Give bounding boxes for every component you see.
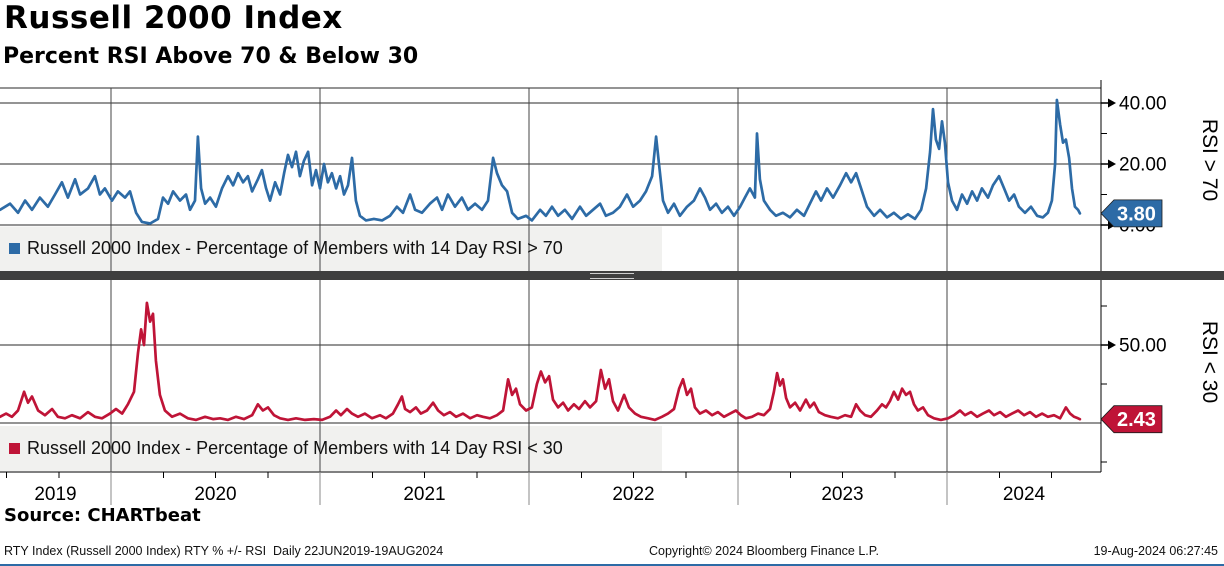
series-line-rsi-below-30 (0, 301, 1082, 422)
year-gridlines (110, 88, 948, 505)
quarter-ticks (6, 472, 1052, 478)
x-axis-year-labels: 2019 2020 2021 2022 2023 2024 (34, 484, 1045, 505)
legend-strips (0, 226, 662, 471)
svg-text:2021: 2021 (403, 484, 445, 505)
axis-title-rsi-below-30: RSI < 30 (1198, 321, 1221, 403)
panel-0-gridlines (0, 102, 1101, 226)
footer-security-info: RTY Index (Russell 2000 Index) RTY % +/-… (4, 544, 444, 558)
svg-text:3.80: 3.80 (1117, 203, 1156, 225)
legend-marker-blue-icon (9, 243, 20, 254)
svg-text:2019: 2019 (34, 484, 76, 505)
panel-splitter[interactable] (0, 271, 1224, 280)
source-label: Source: CHARTbeat (4, 505, 201, 526)
svg-text:2022: 2022 (612, 484, 654, 505)
footer-copyright: Copyright© 2024 Bloomberg Finance L.P. (649, 544, 879, 558)
svg-text:RSI > 70: RSI > 70 (1198, 119, 1221, 201)
right-axis-ticks-1: 50.00 (1101, 305, 1167, 463)
panel-1-gridlines (0, 344, 1101, 424)
bottom-border-bar (0, 564, 1224, 566)
last-value-badge-rsi-above-70: 3.80 (1100, 199, 1163, 228)
legend-label: Russell 2000 Index - Percentage of Membe… (27, 438, 563, 458)
legend-marker-red-icon (9, 443, 20, 454)
legend-label: Russell 2000 Index - Percentage of Membe… (27, 238, 563, 258)
chart-subtitle: Percent RSI Above 70 & Below 30 (3, 44, 419, 69)
legend-rsi-below-30[interactable]: Russell 2000 Index - Percentage of Membe… (9, 438, 563, 459)
svg-text:2024: 2024 (1003, 484, 1046, 505)
chart-title: Russell 2000 Index (4, 0, 343, 36)
svg-text:2023: 2023 (821, 484, 863, 505)
legend-rsi-above-70[interactable]: Russell 2000 Index - Percentage of Membe… (9, 238, 563, 259)
svg-text:20.00: 20.00 (1119, 155, 1167, 176)
svg-text:2.43: 2.43 (1117, 409, 1156, 431)
svg-text:RSI < 30: RSI < 30 (1198, 321, 1221, 403)
footer-timestamp: 19-Aug-2024 06:27:45 (1093, 544, 1218, 558)
axis-title-rsi-above-70: RSI > 70 (1198, 119, 1221, 201)
splitter-grip-icon (590, 273, 634, 279)
last-value-badge-rsi-below-30: 2.43 (1100, 405, 1163, 434)
svg-text:2020: 2020 (194, 484, 236, 505)
svg-text:50.00: 50.00 (1119, 336, 1167, 357)
series-line-rsi-above-70 (0, 98, 1082, 225)
svg-text:40.00: 40.00 (1119, 94, 1167, 115)
